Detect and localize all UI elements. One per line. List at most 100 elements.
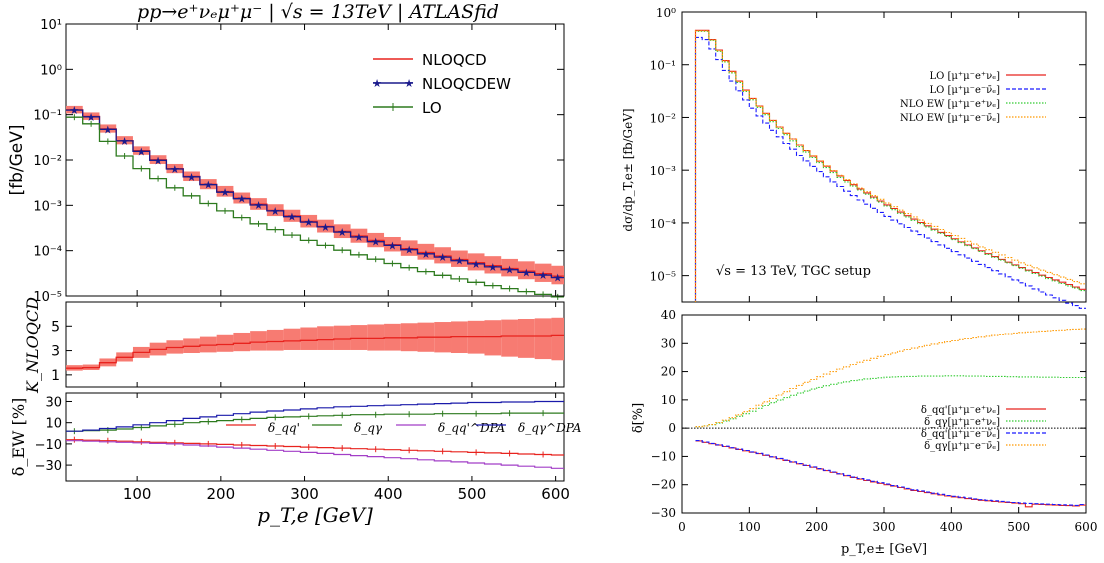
left-axes: 100 200 300 400 500 600 10⁻⁵ 10⁻⁴ 10⁻³ 10⁻² 10⁻¹ 10…	[33, 18, 570, 503]
k-band	[250, 331, 267, 351]
ew-legend-label: δ_qγ^DPA	[518, 421, 582, 435]
y-tick-label: −10	[35, 438, 62, 453]
x-tick-label: 100	[123, 485, 152, 503]
right-legend-label: NLO EW [μ⁺μ⁻e⁻ν̄ₑ]	[900, 113, 1000, 124]
x-tick-label: 600	[541, 485, 570, 503]
ew-line-1	[66, 412, 564, 432]
k-band	[534, 318, 552, 360]
y-tick-label: 10⁻³	[650, 164, 677, 178]
nloqcdew-point: ★	[153, 154, 163, 167]
right-main-line-0	[694, 29, 1086, 302]
y-tick-label: 30	[661, 336, 676, 350]
right-chart: 0 100 200 300 400 500 60010⁻⁵10⁻⁴10⁻³10⁻²10⁻¹1…	[621, 6, 1097, 557]
nloqcdew-point: ★	[254, 199, 264, 212]
x-tick-label: 0	[678, 520, 686, 534]
nloqcdew-point: ★	[203, 179, 213, 192]
right-delta-line-1	[695, 375, 1086, 428]
left-legend: NLOQCD ★ ★ NLOQCDEW LO	[372, 51, 511, 117]
nloqcdew-point: ★	[505, 264, 515, 277]
x-tick-label: 500	[1007, 520, 1030, 534]
y-tick-label: 5	[51, 319, 60, 335]
nloqcdew-point: ★	[287, 211, 297, 224]
y-tick-label: 3	[51, 344, 60, 360]
k-band	[300, 327, 318, 350]
ew-legend-label: δ_qq'^DPA	[438, 421, 506, 435]
y-tick-label: 10⁰	[40, 63, 62, 78]
left-main-ylabel: [fb/GeV]	[7, 124, 27, 195]
k-band	[551, 317, 564, 361]
nloqcdew-point: ★	[521, 266, 531, 279]
right-delta-legend: δ_qq'[μ⁺μ⁻e⁺νₑ]δ_qγ[μ⁺μ⁻e⁺νₑ]δ_qq'[μ⁺μ⁻e…	[921, 405, 1046, 452]
nloqcdew-point: ★	[270, 205, 280, 218]
nloqcd-band	[434, 247, 452, 264]
nloqcdew-point: ★	[538, 269, 548, 282]
y-tick-label: 10⁻²	[650, 111, 677, 125]
k-band	[367, 324, 385, 351]
nloqcdew-point: ★	[553, 272, 563, 285]
k-band	[233, 332, 251, 352]
y-tick-label: 10⁻⁴	[33, 245, 62, 260]
nloqcdew-point: ★	[86, 111, 96, 124]
k-band	[484, 320, 502, 356]
x-tick-label: 200	[805, 520, 828, 534]
nloqcd-band	[467, 253, 485, 271]
nloqcdew-point: ★	[371, 236, 381, 249]
y-tick-label: 10⁻⁵	[650, 270, 677, 284]
nloqcdew-line	[66, 109, 564, 279]
y-tick-label: 1	[51, 368, 60, 384]
nloqcdew-point: ★	[69, 104, 79, 117]
right-delta-ylabel: δ[%]	[631, 403, 646, 433]
right-legend-label: LO [μ⁺μ⁻e⁻ν̄ₑ]	[929, 85, 1000, 96]
nloqcdew-point: ★	[187, 171, 197, 184]
y-tick-label: 10⁻⁵	[33, 290, 62, 305]
left-title: pp→e⁺νₑμ⁺μ⁻ | √s = 13TeV | ATLASfid	[137, 1, 499, 23]
nloqcd-band	[417, 243, 435, 260]
nloqcdew-point: ★	[136, 145, 146, 158]
right-legend-label: LO [μ⁺μ⁻e⁺νₑ]	[929, 71, 1000, 82]
y-tick-label: 10	[45, 417, 62, 432]
right-delta-legend-label: δ_qγ[μ⁺μ⁻e⁺νₑ]	[924, 417, 1000, 428]
nloqcdew-point: ★	[304, 216, 314, 229]
right-delta-plot	[682, 328, 1086, 508]
y-tick-label: 10⁻³	[33, 199, 62, 214]
right-annotation: √s = 13 TeV, TGC setup	[716, 264, 871, 279]
k-band	[501, 319, 518, 357]
y-tick-label: 10¹	[40, 18, 62, 33]
right-axes: 0 100 200 300 400 500 60010⁻⁵10⁻⁴10⁻³10⁻²10⁻¹1…	[650, 6, 1098, 534]
k-line	[66, 334, 564, 369]
k-band	[283, 328, 301, 350]
left-k-ylabel: K_NLOQCD	[23, 297, 42, 394]
legend-label: NLOQCDEW	[422, 75, 511, 93]
nloqcdew-point: ★	[170, 163, 180, 176]
left-ew-plot	[66, 400, 564, 469]
x-tick-label: 300	[290, 485, 319, 503]
right-main-plot	[694, 29, 1086, 309]
x-tick-label: 400	[374, 485, 403, 503]
k-band	[333, 325, 351, 350]
ew-legend-label: δ_qq'	[268, 421, 300, 435]
y-tick-label: 10⁻⁴	[650, 217, 677, 231]
nloqcdew-point: ★	[103, 123, 113, 136]
left-ew-frame	[65, 392, 565, 482]
y-tick-label: −30	[651, 506, 676, 520]
left-chart: pp→e⁺νₑμ⁺μ⁻ | √s = 13TeV | ATLASfid ★ ★ ★ ★…	[7, 1, 582, 527]
nloqcdew-point: ★	[220, 186, 230, 199]
left-ew-legend: δ_qq' δ_qγ δ_qq'^DPA δ_qγ^DPA	[226, 421, 582, 435]
right-xlabel: p_T,e± [GeV]	[841, 542, 927, 557]
nloqcd-band	[451, 250, 468, 267]
left-xlabel: p_T,e [GeV]	[257, 503, 373, 527]
y-tick-label: 10⁻²	[33, 154, 62, 169]
nloqcdew-point: ★	[237, 193, 247, 206]
right-legend-label: NLO EW [μ⁺μ⁻e⁺νₑ]	[900, 99, 1000, 110]
left-ew-ylabel: δ_EW [%]	[9, 398, 28, 477]
nloqcdew-point: ★	[488, 261, 498, 274]
nloqcdew-point: ★	[404, 244, 414, 257]
y-tick-label: 40	[661, 308, 676, 322]
x-tick-label: 600	[1075, 520, 1098, 534]
x-tick-label: 400	[940, 520, 963, 534]
left-main-plot: ★ ★ ★ ★ ★ ★ ★ ★ ★ ★ ★ ★ ★ ★ ★ ★ ★ ★ ★ ★ ★ ★ ★ ★ ★ ★ ★ ★ ★ ★	[66, 104, 564, 300]
right-main-line-3	[694, 30, 1086, 302]
y-tick-label: 10⁻¹	[33, 109, 62, 124]
nloqcdew-point: ★	[438, 251, 448, 264]
